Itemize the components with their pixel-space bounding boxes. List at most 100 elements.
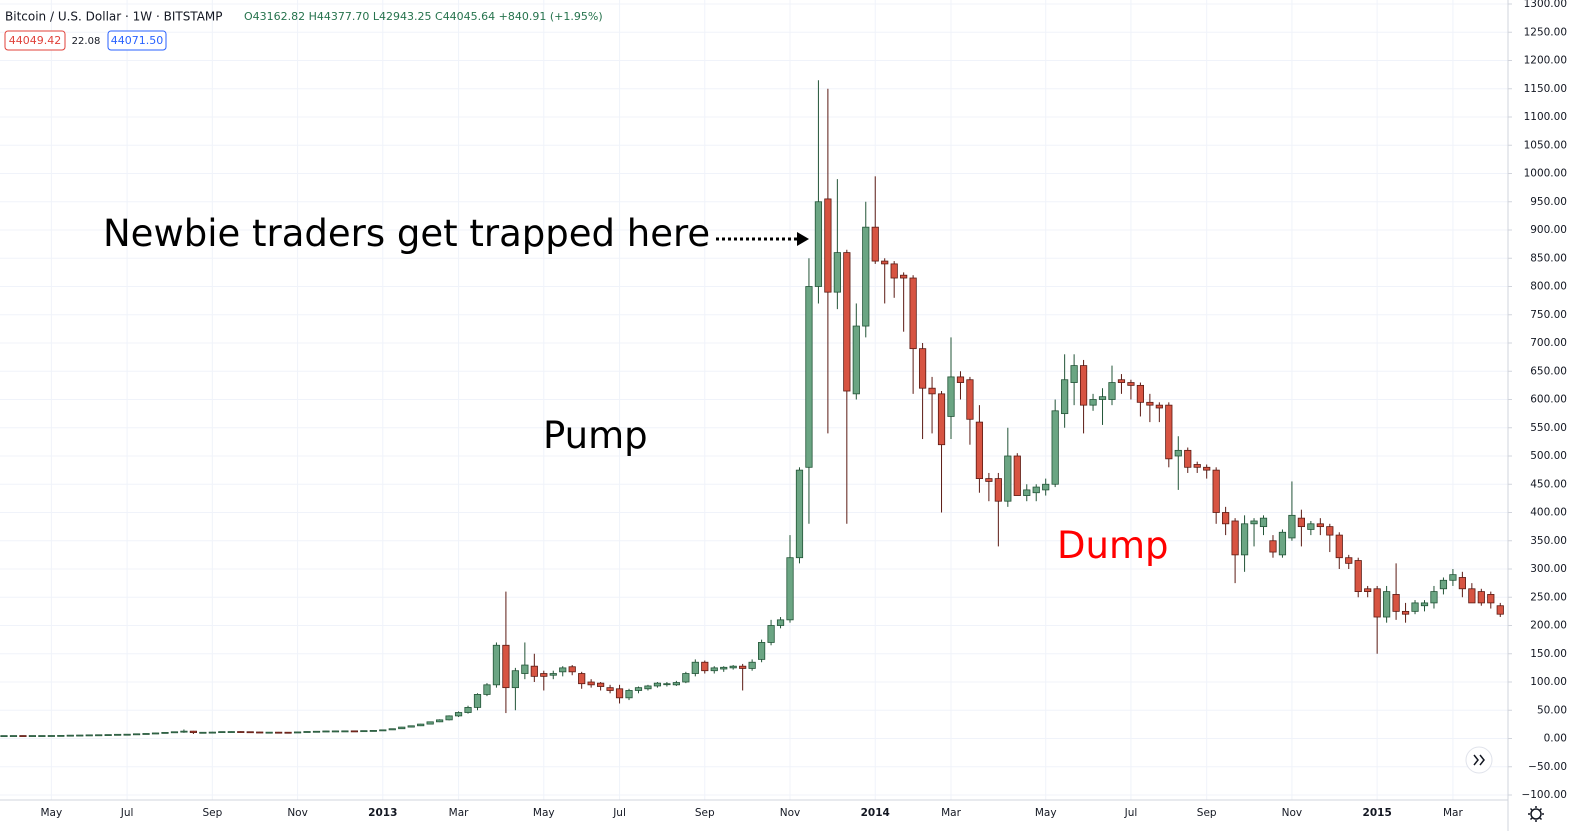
candle-body — [312, 730, 321, 733]
x-tick-label: May — [40, 807, 62, 819]
candle-body — [379, 729, 387, 732]
annotation: Pump — [543, 414, 648, 457]
candle-body — [956, 376, 965, 383]
candle-body — [256, 731, 264, 734]
candle-body — [1316, 523, 1324, 528]
candle-body — [758, 642, 766, 660]
candle-body — [303, 731, 311, 733]
y-tick-label: 1050.00 — [1524, 139, 1567, 151]
candle-body — [123, 733, 131, 736]
candle-body — [881, 260, 889, 265]
candle-body — [587, 681, 595, 686]
candle-body — [1136, 384, 1144, 403]
y-tick-label: 450.00 — [1530, 478, 1567, 490]
candle-body — [625, 690, 633, 699]
y-tick-label: 100.00 — [1530, 676, 1567, 688]
candle-body — [1420, 602, 1429, 607]
candle-body — [142, 733, 150, 735]
arrow-head — [797, 232, 809, 246]
candle-body — [710, 667, 718, 672]
annotation: Newbie traders get trapped here — [103, 212, 710, 255]
scroll-button-circle[interactable] — [1465, 746, 1493, 774]
candle-body — [644, 685, 652, 690]
candle-body — [1326, 526, 1334, 536]
candle-body — [1335, 534, 1343, 559]
candle-body — [1449, 574, 1457, 581]
candle-body — [729, 665, 737, 669]
candle-body — [246, 731, 254, 734]
candle-body — [1430, 591, 1438, 604]
x-tick-label: Sep — [695, 807, 715, 819]
y-tick-label: 350.00 — [1530, 535, 1567, 547]
candle-body — [559, 667, 567, 673]
candle-body — [9, 735, 18, 737]
candle-body — [85, 734, 93, 737]
y-tick-label: 700.00 — [1530, 337, 1567, 349]
candle-body — [218, 731, 226, 734]
candle-body — [606, 687, 614, 691]
candle-body — [975, 421, 984, 480]
scroll-icon — [1473, 754, 1485, 766]
candle-body — [1383, 591, 1391, 618]
candle-body — [426, 721, 434, 725]
candle-body — [824, 198, 832, 293]
candle-body — [890, 263, 898, 279]
candle-body — [436, 719, 444, 723]
candle-body — [597, 682, 605, 687]
candle-body — [454, 712, 463, 717]
y-tick-label: 1100.00 — [1524, 111, 1567, 123]
candle-body — [1496, 605, 1504, 615]
candle-body — [360, 730, 368, 733]
candle-body — [1401, 610, 1410, 615]
y-tick-label: 300.00 — [1530, 563, 1567, 575]
candle-body — [511, 670, 519, 689]
y-tick-label: 750.00 — [1530, 309, 1567, 321]
candle-body — [862, 226, 870, 327]
candle-body — [66, 734, 74, 737]
candle-body — [947, 376, 955, 417]
x-tick-label: 2015 — [1363, 807, 1392, 819]
candle-body — [208, 731, 216, 734]
candle-body — [199, 731, 207, 734]
candle-body — [180, 730, 188, 733]
candle-body — [1222, 512, 1230, 525]
y-tick-label: 500.00 — [1530, 450, 1567, 462]
candle-body — [1458, 577, 1466, 590]
candle-body — [1061, 379, 1069, 415]
candle-body — [227, 731, 235, 733]
y-tick-label: 850.00 — [1530, 252, 1567, 264]
x-tick-label: Sep — [1197, 807, 1217, 819]
scroll-button[interactable] — [1465, 746, 1493, 774]
candle-body — [928, 387, 936, 395]
candle-body — [473, 694, 482, 708]
candle-body — [1117, 379, 1126, 383]
candle-body — [1203, 466, 1211, 471]
candle-body — [1098, 396, 1107, 400]
candle-body — [369, 730, 377, 732]
candle-body — [1354, 560, 1362, 593]
x-tick-label: Nov — [780, 807, 801, 819]
settings-button[interactable] — [1528, 806, 1544, 822]
candle-body — [170, 731, 179, 734]
candle-body — [985, 478, 993, 482]
candle-body — [95, 734, 103, 737]
y-tick-label: 1150.00 — [1524, 83, 1567, 95]
candle-body — [237, 731, 245, 733]
gear-icon[interactable] — [1530, 808, 1542, 820]
x-tick-label: 2013 — [368, 807, 397, 819]
candle-body — [1212, 469, 1220, 513]
x-tick-label: Nov — [1282, 807, 1303, 819]
candle-body — [994, 478, 1002, 502]
candle-body — [615, 688, 624, 699]
candle-body — [1259, 517, 1268, 528]
candle-body — [672, 682, 680, 686]
candle-body — [814, 201, 823, 287]
candle-body — [663, 683, 671, 686]
candle-body — [1089, 399, 1097, 406]
ohlc-quote: O43162.82 H44377.70 L42943.25 C44045.64 … — [244, 10, 603, 23]
candle-body — [1231, 520, 1239, 556]
candle-body — [350, 730, 358, 733]
candle-body — [521, 664, 529, 674]
